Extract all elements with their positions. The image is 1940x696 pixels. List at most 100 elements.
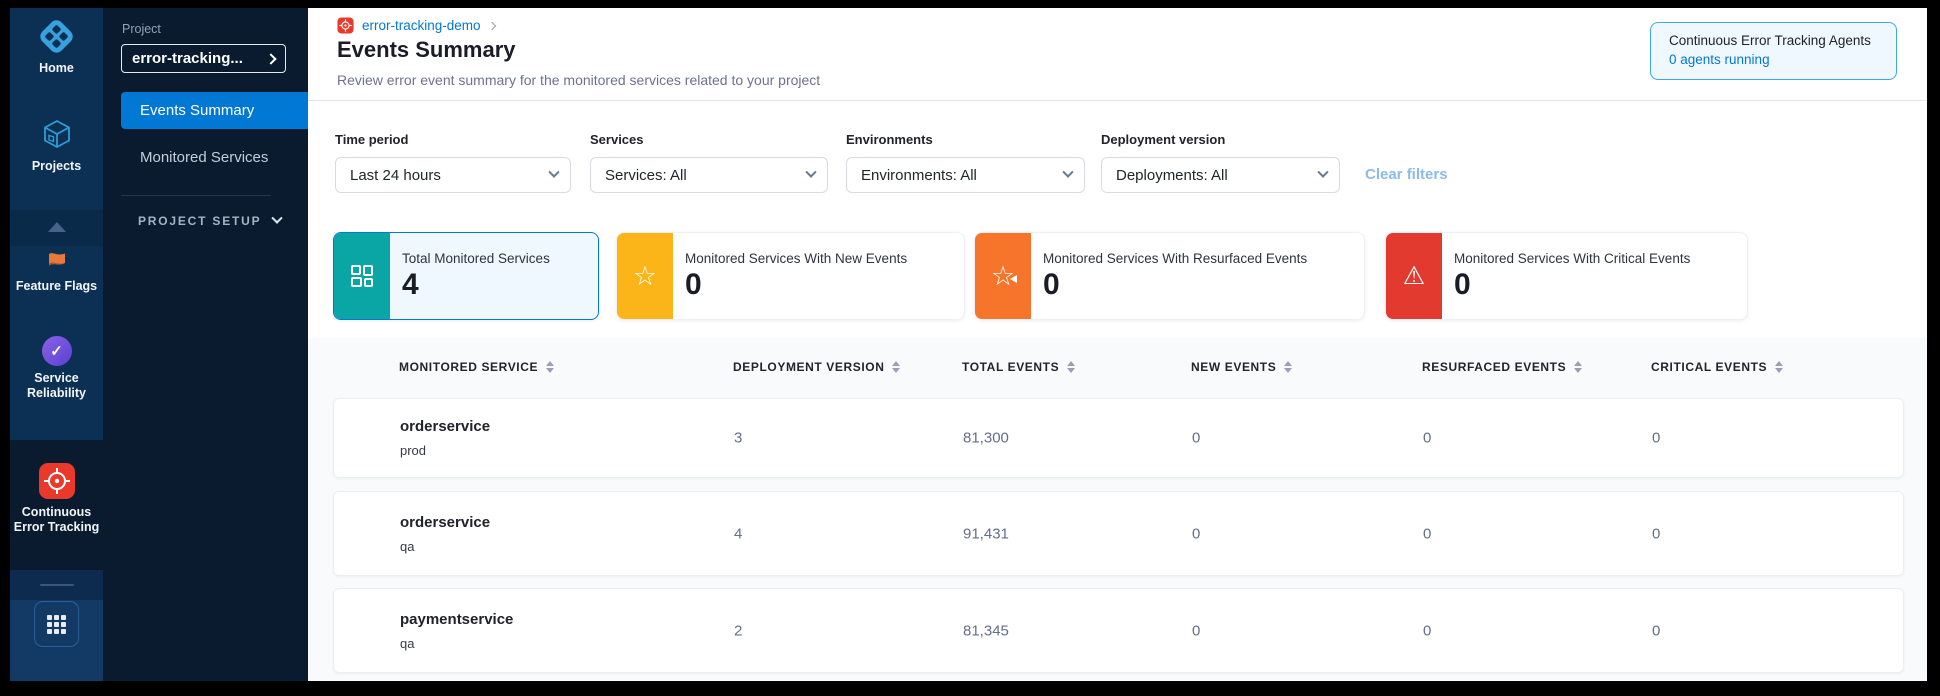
resurfaced-events-cell: 0 [1423, 622, 1432, 639]
resurfaced-events-cell: 0 [1423, 525, 1432, 542]
sidebar-item-home[interactable]: Home [10, 16, 103, 76]
column-label: NEW EVENTS [1191, 360, 1277, 374]
column-label: TOTAL EVENTS [962, 360, 1060, 374]
sidebar-collapse-handle[interactable] [10, 570, 103, 600]
total-events-cell: 81,345 [963, 622, 1009, 639]
main-content: error-tracking-demo Events Summary Revie… [308, 8, 1927, 681]
page-title: Events Summary [337, 37, 516, 62]
project-setup-label: PROJECT SETUP [138, 214, 262, 228]
column-label: CRITICAL EVENTS [1651, 360, 1768, 374]
service-reliability-icon: ✓ [41, 336, 72, 366]
time-period-select[interactable]: Last 24 hours [335, 157, 571, 193]
card-resurfaced-events[interactable]: ☆ Monitored Services With Resurfaced Eve… [974, 232, 1365, 320]
service-name: paymentservice [400, 610, 514, 628]
filter-label-deployment-version: Deployment version [1101, 132, 1226, 147]
new-events-cell: 0 [1192, 525, 1201, 542]
column-label: MONITORED SERVICE [399, 360, 539, 374]
card-critical-events[interactable]: ⚠ Monitored Services With Critical Event… [1385, 232, 1748, 320]
card-total-monitored-services[interactable]: Total Monitored Services 4 [333, 232, 599, 320]
agents-running-link[interactable]: 0 agents running [1669, 52, 1770, 67]
column-header-resurfaced-events[interactable]: RESURFACED EVENTS [1422, 360, 1583, 374]
service-cell: orderservice prod [400, 418, 490, 458]
resurfaced-events-cell: 0 [1423, 429, 1432, 447]
harness-logo-icon [37, 16, 77, 56]
deployment-version-cell: 3 [734, 429, 743, 447]
new-events-cell: 0 [1192, 622, 1201, 639]
service-environment: prod [400, 443, 427, 458]
module-grid-menu-button[interactable] [34, 601, 79, 647]
sidebar-item-label: Feature Flags [15, 279, 98, 293]
new-events-cell: 0 [1192, 429, 1201, 447]
error-tracking-breadcrumb-icon [337, 17, 354, 34]
sort-icon [546, 361, 555, 373]
star-icon: ☆ [617, 233, 673, 319]
service-environment: qa [400, 635, 415, 651]
column-header-new-events[interactable]: NEW EVENTS [1191, 360, 1293, 374]
project-selector-value: error-tracking... [132, 50, 243, 67]
services-grid-icon [334, 233, 390, 319]
warning-triangle-icon: ⚠ [1386, 233, 1442, 319]
module-sidebar: Home Projects [10, 8, 103, 681]
scroll-up-icon[interactable] [10, 210, 103, 232]
chevron-down-icon [1317, 166, 1329, 178]
project-nav-panel: Project error-tracking... Events Summary… [103, 8, 308, 681]
header-divider [308, 100, 1927, 101]
deployments-select[interactable]: Deployments: All [1101, 157, 1340, 193]
sidebar-item-label: Home [39, 61, 74, 75]
project-section-label: Project [122, 22, 161, 36]
project-selector[interactable]: error-tracking... [121, 44, 286, 73]
sort-icon [1775, 361, 1784, 373]
column-header-monitored-service[interactable]: MONITORED SERVICE [399, 360, 555, 374]
page-subtitle: Review error event summary for the monit… [337, 72, 821, 88]
card-new-events[interactable]: ☆ Monitored Services With New Events 0 [616, 232, 965, 320]
sidebar-item-projects[interactable]: Projects [10, 114, 103, 174]
service-cell: orderservice qa [400, 514, 490, 554]
nav-item-events-summary[interactable]: Events Summary [121, 92, 308, 129]
clear-filters-button[interactable]: Clear filters [1365, 166, 1448, 183]
sort-icon [892, 361, 901, 373]
sidebar-item-service-reliability[interactable]: ✓ Service Reliability [10, 336, 103, 401]
sidebar-bottom-section [10, 600, 103, 681]
sort-icon [1067, 361, 1076, 373]
card-label: Monitored Services With Resurfaced Event… [1043, 251, 1308, 266]
card-value: 0 [685, 268, 702, 301]
card-label: Monitored Services With New Events [685, 251, 908, 266]
critical-events-cell: 0 [1652, 429, 1661, 447]
feature-flags-icon [10, 248, 103, 274]
column-header-critical-events[interactable]: CRITICAL EVENTS [1651, 360, 1784, 374]
service-environment: qa [400, 538, 415, 554]
filter-label-services: Services [590, 132, 644, 147]
grid-menu-icon [47, 614, 66, 634]
nav-item-monitored-services[interactable]: Monitored Services [121, 140, 308, 174]
column-label: RESURFACED EVENTS [1422, 360, 1567, 374]
table-row[interactable]: orderservice prod 3 81,300 0 0 0 [333, 398, 1904, 478]
critical-events-cell: 0 [1652, 525, 1661, 542]
filter-label-environments: Environments [846, 132, 933, 147]
module-scroll-band [10, 210, 103, 246]
sidebar-item-feature-flags[interactable]: Feature Flags [10, 248, 103, 294]
card-label: Monitored Services With Critical Events [1454, 251, 1691, 266]
agents-panel-title: Continuous Error Tracking Agents [1669, 33, 1871, 48]
card-value: 4 [402, 268, 419, 301]
breadcrumb-project-link[interactable]: error-tracking-demo [362, 18, 481, 33]
column-header-deployment-version[interactable]: DEPLOYMENT VERSION [733, 360, 901, 374]
project-setup-toggle[interactable]: PROJECT SETUP [138, 212, 288, 228]
card-label: Total Monitored Services [402, 251, 550, 266]
nav-divider [121, 195, 271, 196]
chevron-down-icon [271, 212, 284, 224]
card-value: 0 [1043, 268, 1060, 301]
column-header-total-events[interactable]: TOTAL EVENTS [962, 360, 1076, 374]
table-row[interactable]: orderservice qa 4 91,431 0 0 0 [333, 491, 1904, 576]
sidebar-item-label: Continuous Error Tracking [13, 505, 100, 534]
table-row[interactable]: paymentservice qa 2 81,345 0 0 0 [333, 588, 1904, 673]
sidebar-item-continuous-error-tracking[interactable]: Continuous Error Tracking [10, 462, 103, 535]
card-value: 0 [1454, 268, 1471, 301]
column-label: DEPLOYMENT VERSION [733, 360, 885, 374]
services-select[interactable]: Services: All [590, 157, 828, 193]
resurfaced-star-icon: ☆ [975, 233, 1031, 319]
service-name: orderservice [400, 418, 491, 435]
chevron-right-icon [265, 52, 277, 65]
deployments-value: Deployments: All [1116, 166, 1228, 184]
environments-select[interactable]: Environments: All [846, 157, 1085, 193]
